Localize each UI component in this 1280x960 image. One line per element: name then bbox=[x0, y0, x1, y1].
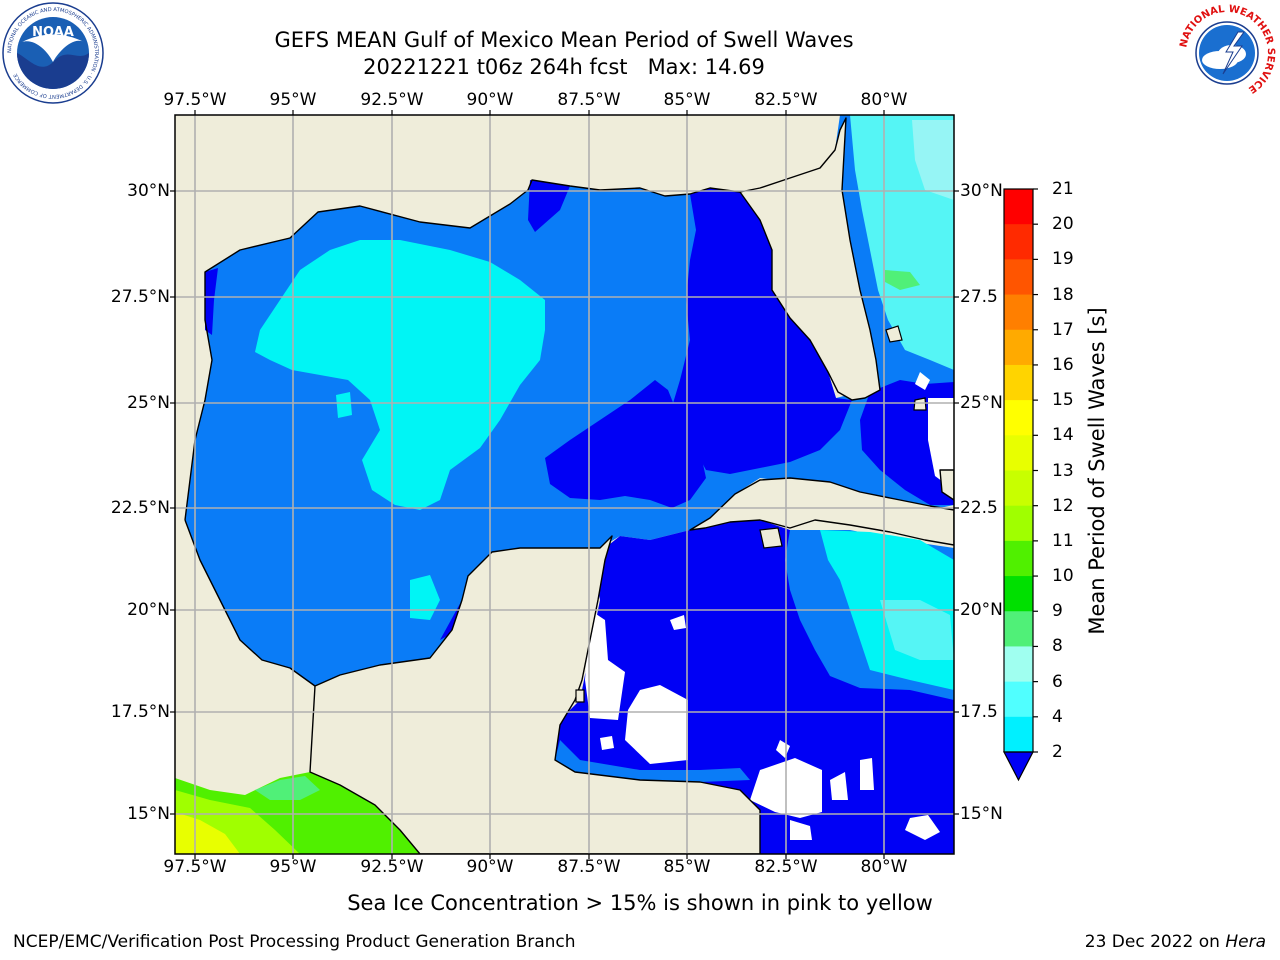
lat-label-left: 27.5°N bbox=[110, 287, 170, 307]
colorbar-tick-label: 10 bbox=[1052, 566, 1074, 587]
colorbar-band bbox=[1004, 576, 1033, 612]
colorbar-band bbox=[1004, 294, 1033, 331]
pacific-yellow-patch bbox=[175, 812, 240, 854]
atlantic-green-patch bbox=[885, 270, 920, 290]
colorbar-band bbox=[1004, 224, 1033, 260]
western-coastline bbox=[184, 519, 316, 687]
colorbar-tick-label: 18 bbox=[1052, 284, 1074, 305]
lon-label-top: 95°W bbox=[269, 90, 317, 110]
colorbar-band bbox=[1004, 505, 1033, 542]
northern-shelf-low-swell bbox=[528, 180, 570, 232]
lon-label-top: 97.5°W bbox=[163, 90, 227, 110]
colorbar-tick-label: 8 bbox=[1052, 636, 1063, 657]
caribbean-light-cyan-patch bbox=[880, 600, 954, 660]
lat-label-left: 30°N bbox=[127, 181, 170, 201]
colorbar-band bbox=[1004, 716, 1033, 753]
map-frame bbox=[174, 114, 955, 855]
lon-label-bottom: 92.5°W bbox=[360, 857, 424, 877]
lon-label-bottom: 87.5°W bbox=[557, 857, 621, 877]
bay-cyan-patch bbox=[410, 575, 440, 620]
colorbar-band bbox=[1004, 364, 1033, 401]
lat-label-right: 22.5 bbox=[960, 498, 998, 518]
lon-label-top: 80°W bbox=[860, 90, 908, 110]
colorbar-band bbox=[1004, 329, 1033, 366]
colorbar-band bbox=[1004, 611, 1033, 647]
colorbar-band bbox=[1004, 259, 1033, 296]
lat-label-right: 20°N bbox=[960, 600, 1003, 620]
lon-label-bottom: 80°W bbox=[860, 857, 908, 877]
coastlines bbox=[309, 117, 954, 854]
colorbar-tick-label: 12 bbox=[1052, 495, 1074, 516]
western-gulf-cyan-field bbox=[255, 240, 545, 510]
map-tick-marks bbox=[170, 110, 959, 859]
colorbar-tick-label: 11 bbox=[1052, 530, 1074, 551]
colorbar-band bbox=[1004, 435, 1033, 471]
small-islands bbox=[575, 325, 927, 703]
no-data-regions bbox=[585, 372, 954, 840]
lat-label-left: 15°N bbox=[127, 804, 170, 824]
colorbar-band bbox=[1004, 681, 1033, 718]
colorbar-tick-label: 17 bbox=[1052, 319, 1074, 340]
footer-credit: NCEP/EMC/Verification Post Processing Pr… bbox=[13, 932, 576, 952]
lon-label-bottom: 97.5°W bbox=[163, 857, 227, 877]
lat-label-right: 15°N bbox=[960, 804, 1003, 824]
lon-label-bottom: 90°W bbox=[466, 857, 514, 877]
mid-gulf-cyan-patch bbox=[336, 392, 352, 418]
lat-label-right: 25°N bbox=[960, 393, 1003, 413]
map-subtitle: 20221221 t06z 264h fcst Max: 14.69 bbox=[363, 55, 765, 79]
colorbar-band bbox=[1004, 189, 1033, 225]
atlantic-light-cyan-patch bbox=[912, 120, 954, 200]
lon-label-top: 90°W bbox=[466, 90, 514, 110]
lon-label-top: 92.5°W bbox=[360, 90, 424, 110]
noaa-logo: NATIONAL OCEANIC AND ATMOSPHERIC ADMINIS… bbox=[2, 2, 104, 104]
colorbar-tick-label: 14 bbox=[1052, 425, 1074, 446]
noaa-logo-text: NOAA bbox=[32, 25, 74, 40]
colorbar-tick-label: 9 bbox=[1052, 601, 1063, 622]
central-gulf-low-swell bbox=[545, 380, 706, 508]
lat-label-right: 27.5 bbox=[960, 287, 998, 307]
colorbar-tick-label: 6 bbox=[1052, 671, 1063, 692]
lon-label-top: 85°W bbox=[663, 90, 711, 110]
footer-date-text: 23 Dec 2022 on bbox=[1084, 932, 1226, 952]
lat-label-left: 22.5°N bbox=[110, 498, 170, 518]
colorbar-tick-label: 21 bbox=[1052, 179, 1074, 199]
lat-label-right: 17.5 bbox=[960, 702, 998, 722]
colorbar-tick-label: 16 bbox=[1052, 354, 1074, 375]
colorbar-band bbox=[1004, 540, 1033, 577]
colorbar-band bbox=[1004, 646, 1033, 683]
colorbar-tick-label: 15 bbox=[1052, 390, 1074, 411]
west-edge-low-swell bbox=[205, 268, 218, 335]
lat-label-right: 30°N bbox=[960, 181, 1003, 201]
colorbar-band bbox=[1004, 470, 1033, 507]
lat-label-left: 25°N bbox=[127, 393, 170, 413]
colorbar bbox=[1003, 188, 1038, 782]
colorbar-tick-label: 19 bbox=[1052, 249, 1074, 270]
colorbar-tick-label: 13 bbox=[1052, 460, 1074, 481]
lon-label-bottom: 85°W bbox=[663, 857, 711, 877]
lon-label-top: 87.5°W bbox=[557, 90, 621, 110]
lon-label-top: 82.5°W bbox=[754, 90, 818, 110]
map-title: GEFS MEAN Gulf of Mexico Mean Period of … bbox=[274, 28, 854, 52]
colorbar-band bbox=[1004, 400, 1033, 436]
colorbar-title: Mean Period of Swell Waves [s] bbox=[1085, 307, 1109, 635]
lon-label-bottom: 95°W bbox=[269, 857, 317, 877]
colorbar-tick-label: 20 bbox=[1052, 214, 1074, 235]
nws-logo: NATIONAL WEATHER SERVICE bbox=[1177, 3, 1277, 103]
map-gridlines bbox=[175, 115, 954, 854]
pacific-green-edge bbox=[255, 776, 320, 800]
colorbar-extend-triangle bbox=[1003, 751, 1034, 782]
footer-date: 23 Dec 2022 on Hera bbox=[1085, 932, 1266, 952]
lat-label-left: 17.5°N bbox=[110, 702, 170, 722]
sea-ice-note: Sea Ice Concentration > 15% is shown in … bbox=[347, 891, 933, 915]
lon-label-bottom: 82.5°W bbox=[754, 857, 818, 877]
lat-label-left: 20°N bbox=[127, 600, 170, 620]
colorbar-tick-label: 2 bbox=[1052, 742, 1063, 762]
colorbar-tick-label: 4 bbox=[1052, 706, 1063, 727]
footer-host: Hera bbox=[1225, 932, 1266, 952]
yucatan-coastal-strip bbox=[555, 740, 750, 782]
